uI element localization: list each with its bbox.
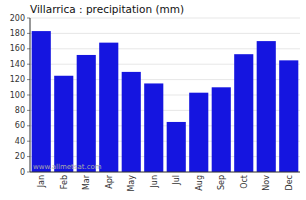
y-tick-label: 0 — [20, 168, 25, 177]
bar — [212, 87, 231, 172]
y-tick-label: 60 — [15, 121, 25, 130]
bar — [32, 31, 51, 172]
y-tick — [27, 64, 30, 65]
y-tick-label: 80 — [15, 106, 25, 115]
x-tick-label: Apr — [105, 174, 114, 189]
y-tick-label: 160 — [10, 44, 25, 53]
y-tick — [27, 156, 30, 157]
x-tick-label: Dec — [285, 175, 294, 190]
bar — [54, 76, 73, 172]
grid-line — [30, 172, 300, 173]
x-axis-line — [30, 172, 300, 173]
y-tick — [27, 110, 30, 111]
y-tick-label: 40 — [15, 137, 25, 146]
bar — [234, 54, 253, 172]
y-tick-label: 20 — [15, 152, 25, 161]
y-tick — [27, 48, 30, 49]
y-tick-label: 180 — [10, 29, 25, 38]
y-tick — [27, 95, 30, 96]
title: Villarrica : precipitation (mm) — [30, 3, 184, 15]
bar — [279, 60, 298, 172]
grid-line — [30, 18, 300, 19]
y-tick — [27, 18, 30, 19]
bar — [122, 72, 141, 172]
x-tick-label: Jul — [172, 175, 181, 186]
watermark: www.allmetsat.com — [33, 163, 102, 171]
y-tick — [27, 79, 30, 80]
x-tick-label: May — [127, 175, 136, 192]
x-tick-label: Feb — [60, 175, 69, 189]
chart: 0 20 40 60 80 100 120 140 160 180 200 Jan Feb Mar Apr M… — [0, 0, 306, 200]
y-tick — [27, 33, 30, 34]
x-tick-label: Jan — [37, 175, 46, 188]
grid — [30, 18, 300, 172]
bar — [144, 83, 163, 172]
y-tick-label: 200 — [10, 14, 25, 23]
bars — [32, 31, 299, 172]
chart-container: 0 20 40 60 80 100 120 140 160 180 200 Jan Feb Mar Apr M… — [0, 0, 306, 200]
bar — [167, 122, 186, 172]
x-tick-label: Mar — [82, 174, 91, 190]
x-tick-label: Aug — [195, 175, 204, 191]
bar — [257, 41, 276, 172]
y-tick — [27, 172, 30, 173]
bar — [77, 55, 96, 172]
y-tick-label: 100 — [10, 91, 25, 100]
bar — [99, 43, 118, 172]
y-tick-label: 120 — [10, 75, 25, 84]
x-tick-label: Nov — [262, 175, 271, 191]
x-tick-label: Sep — [217, 175, 226, 190]
y-tick — [27, 125, 30, 126]
grid-line — [30, 33, 300, 34]
x-tick-label: Jun — [150, 175, 159, 189]
y-tick-label: 140 — [10, 60, 25, 69]
x-tick-label: Oct — [240, 175, 249, 189]
y-tick — [27, 141, 30, 142]
bar — [189, 93, 208, 172]
